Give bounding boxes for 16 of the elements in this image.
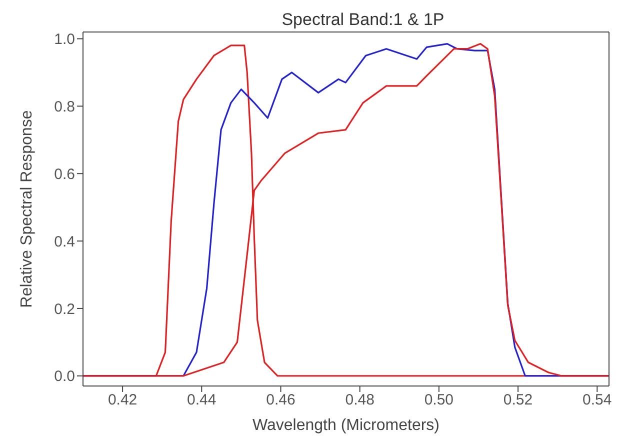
x-tick-label: 0.52 (503, 392, 533, 409)
chart-title: Spectral Band:1 & 1P (280, 10, 446, 30)
y-tick-label: 0.8 (54, 98, 75, 116)
x-tick-label: 0.46 (266, 392, 296, 409)
x-tick-label: 0.48 (345, 392, 374, 409)
x-tick-label: 0.42 (108, 392, 138, 409)
x-axis-title: Wavelength (Micrometers) (252, 417, 440, 434)
y-tick-label: 0.0 (54, 368, 75, 386)
y-tick-label: 0.2 (54, 300, 75, 318)
x-tick-label: 0.44 (187, 392, 216, 409)
y-tick-label: 0.4 (54, 233, 75, 250)
y-axis-title: Relative Spectral Response (18, 110, 36, 308)
x-tick-label: 0.54 (582, 392, 612, 409)
y-tick-label: 0.6 (54, 166, 75, 183)
x-tick-label: 0.50 (424, 392, 454, 409)
y-tick-label: 1.0 (54, 31, 75, 48)
